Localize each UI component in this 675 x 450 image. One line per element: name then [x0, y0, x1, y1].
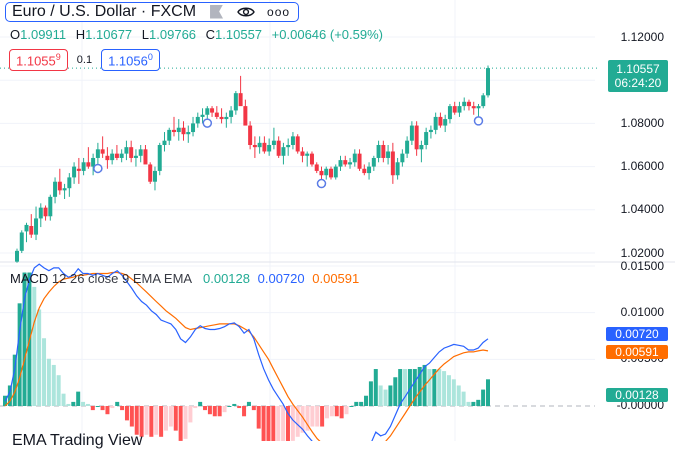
more-icon[interactable]: ooo	[267, 4, 291, 19]
macd-histogram-value: 0.00128	[203, 271, 250, 286]
spread-value: 0.1	[76, 54, 93, 67]
low-label: L	[141, 27, 150, 42]
symbol-box[interactable]: Euro / U.S. Dollar · FXCM ooo	[5, 2, 300, 22]
next-pane-title: EMA Trading View	[12, 432, 143, 449]
low-value: 1.09766	[149, 27, 197, 42]
close-value: 1.10557	[215, 27, 263, 42]
high-value: 1.10677	[85, 27, 133, 42]
macd-line-tag: 0.00720	[606, 327, 668, 341]
last-price-tag: 1.10557 06:24:20	[608, 60, 668, 92]
change-value: +0.00646 (+0.59%)	[271, 27, 383, 42]
close-label: C	[205, 27, 216, 42]
macd-line-value: 0.00720	[257, 271, 305, 286]
buy-button[interactable]: 1.10560	[101, 49, 160, 72]
symbol-title[interactable]: Euro / U.S. Dollar · FXCM	[12, 2, 197, 20]
price-axis-label: 1.04000	[620, 202, 664, 216]
bid-price: 1.1055	[16, 53, 56, 69]
macd-axis-label: 0.01500	[620, 259, 664, 273]
price-axis-label: 1.02000	[620, 246, 664, 260]
macd-legend[interactable]: MACD 12 26 close 9 EMA EMA 0.00128 0.007…	[10, 271, 359, 286]
eye-icon[interactable]	[237, 6, 255, 18]
ohlc-values: O1.09911 H1.10677 L1.09766 C1.10557 +0.0…	[10, 27, 389, 42]
open-value: 1.09911	[20, 27, 67, 42]
macd-params: 12 26 close 9 EMA EMA	[51, 271, 192, 286]
symbol-legend: Euro / U.S. Dollar · FXCM ooo	[5, 2, 300, 22]
bid-pip: 9	[55, 52, 61, 62]
ask-price: 1.1056	[108, 53, 148, 69]
bar-countdown: 06:24:20	[614, 76, 662, 90]
open-label: O	[10, 27, 21, 42]
macd-signal-value: 0.00591	[312, 271, 360, 286]
price-axis-label: 1.06000	[620, 159, 664, 173]
macd-title: MACD	[10, 271, 49, 286]
price-axis-label: 1.08000	[620, 116, 664, 130]
price-axis-label: 1.12000	[620, 30, 664, 44]
macd-signal-tag: 0.00591	[606, 345, 668, 359]
macd-axis-label: 0.01000	[620, 305, 664, 319]
macd-histogram-tag: 0.00128	[606, 388, 668, 402]
quote-panel: 1.10559 0.1 1.10560	[9, 49, 160, 72]
ask-pip: 0	[147, 52, 153, 62]
sell-button[interactable]: 1.10559	[9, 49, 68, 72]
flag-icon[interactable]	[210, 4, 224, 19]
last-price: 1.10557	[616, 62, 660, 76]
high-label: H	[75, 27, 86, 42]
